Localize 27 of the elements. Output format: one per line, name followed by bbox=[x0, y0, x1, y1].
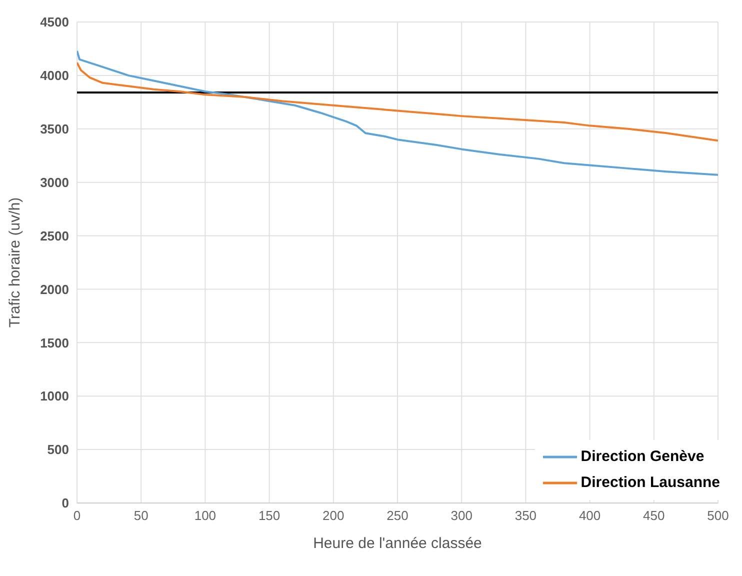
y-tick-label: 4500 bbox=[40, 14, 69, 30]
y-tick-label: 0 bbox=[62, 496, 69, 511]
x-tick-label: 500 bbox=[707, 508, 729, 524]
x-tick-label: 450 bbox=[643, 508, 665, 524]
x-tick-label: 350 bbox=[514, 508, 537, 524]
legend-label: Direction Lausanne bbox=[580, 473, 720, 493]
x-axis-title: Heure de l'année classée bbox=[313, 535, 482, 552]
y-tick-label: 1000 bbox=[40, 388, 69, 404]
x-tick-label: 100 bbox=[194, 508, 216, 524]
x-tick-label: 50 bbox=[134, 508, 148, 524]
y-tick-label: 500 bbox=[47, 442, 69, 458]
x-tick-label: 400 bbox=[578, 508, 601, 524]
y-tick-label: 2000 bbox=[40, 282, 69, 297]
y-tick-label: 2500 bbox=[40, 228, 69, 244]
line-series bbox=[77, 62, 718, 142]
y-tick-label: 3000 bbox=[40, 174, 69, 190]
line-series bbox=[77, 50, 718, 176]
x-tick-label: 200 bbox=[322, 508, 344, 524]
x-tick-label: 250 bbox=[386, 508, 408, 524]
y-tick-label: 3500 bbox=[40, 122, 69, 137]
y-axis-title: Trafic horaire (uv/h) bbox=[6, 197, 24, 328]
y-tick-label: 1500 bbox=[40, 335, 69, 350]
x-tick-label: 300 bbox=[450, 508, 472, 524]
legend-label: Direction Genève bbox=[580, 447, 704, 467]
y-tick-label: 4000 bbox=[40, 68, 69, 84]
x-tick-label: 150 bbox=[258, 508, 280, 524]
x-tick-label: 0 bbox=[73, 508, 81, 524]
